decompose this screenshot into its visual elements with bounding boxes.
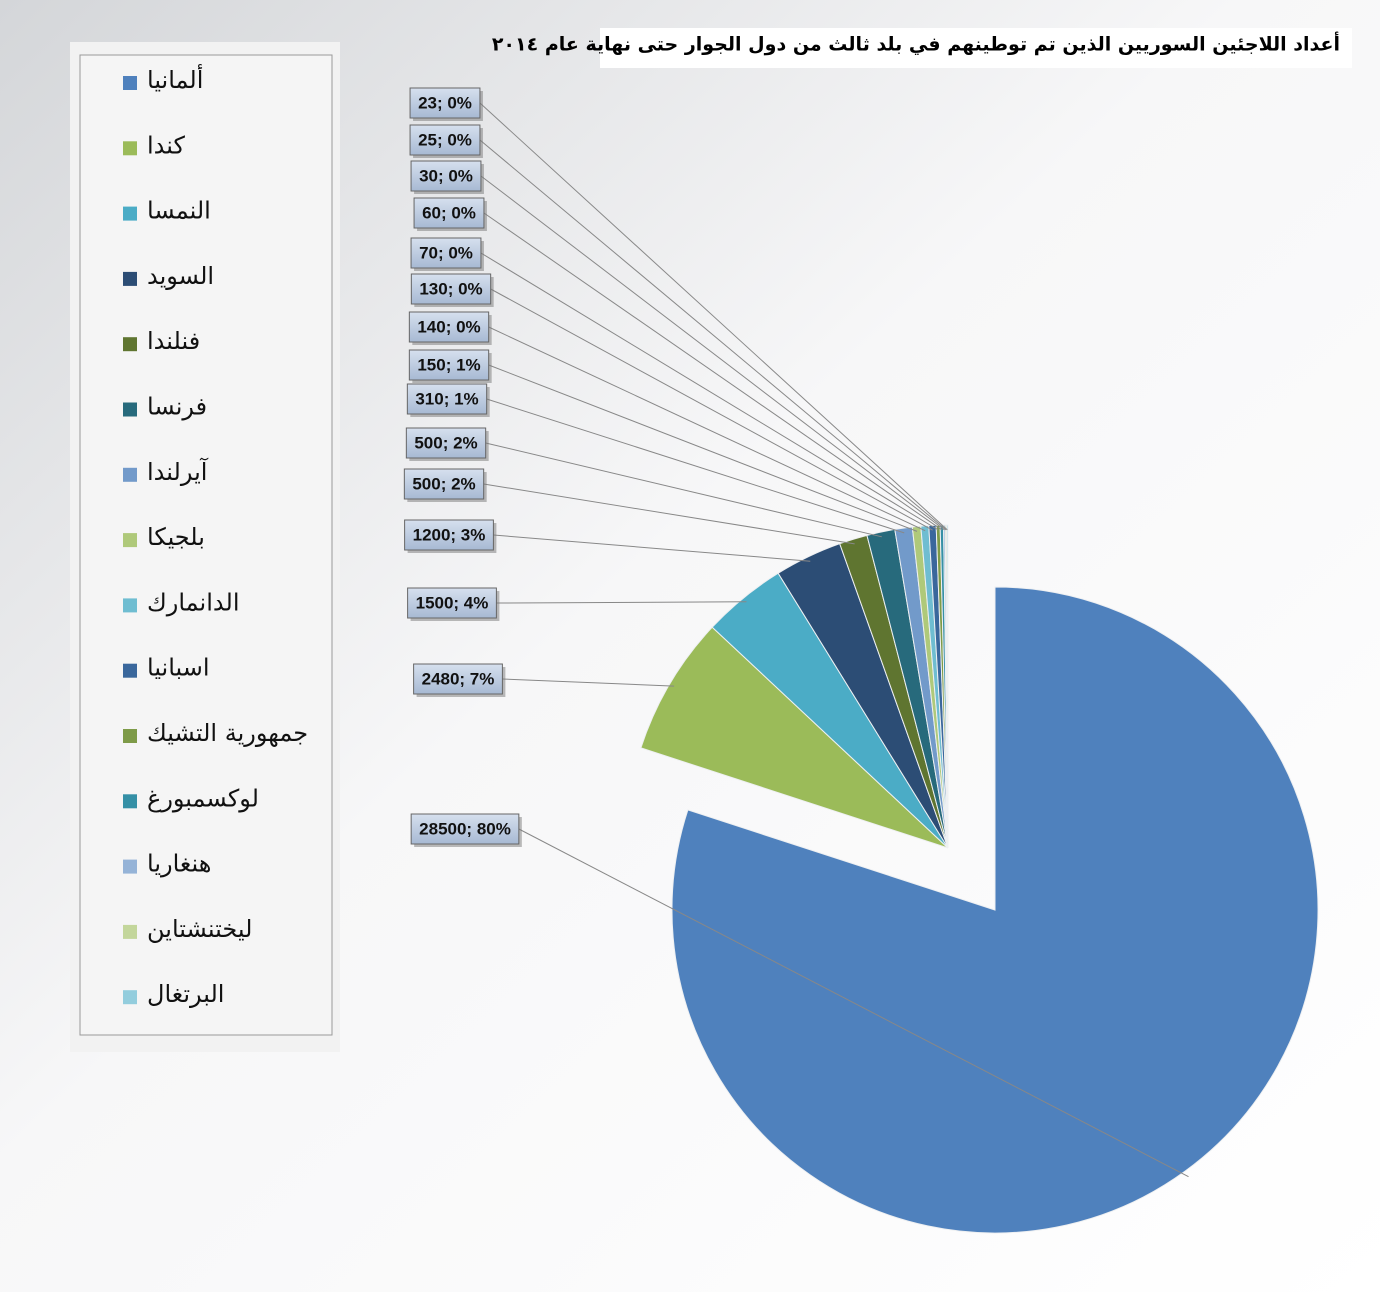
data-label: 2480; 7%: [413, 663, 506, 697]
data-label: 30; 0%: [410, 160, 484, 194]
legend-label: بلجيكا: [147, 523, 205, 551]
label-box: [410, 160, 482, 192]
pie-slice: [640, 626, 949, 849]
data-label-text: 140; 0%: [417, 317, 480, 336]
leader-line: [479, 102, 948, 531]
label-box: [406, 383, 488, 415]
data-label: 60; 0%: [413, 197, 487, 231]
chart-title: أعداد اللاجئين السوريين الذين تم توطينهم…: [492, 32, 1340, 56]
legend-label: النمسا: [147, 197, 211, 225]
data-label-text: 30; 0%: [419, 166, 473, 185]
label-box: [403, 468, 485, 500]
data-label: 70; 0%: [410, 237, 484, 271]
pie-slice: [671, 586, 1319, 1234]
data-label: 130; 0%: [410, 273, 494, 307]
legend-label: البرتغال: [147, 980, 224, 1008]
legend-swatch: [123, 533, 137, 548]
data-label: 25; 0%: [409, 124, 483, 158]
data-label-text: 500; 2%: [414, 433, 477, 452]
pie-slice: [946, 524, 949, 849]
leader-line: [486, 398, 905, 534]
label-box: [408, 349, 490, 381]
data-label-text: 310; 1%: [415, 389, 478, 408]
legend-swatch: [123, 141, 137, 156]
data-label: 140; 0%: [408, 311, 492, 345]
data-label: 1200; 3%: [404, 519, 497, 553]
legend-swatch: [123, 467, 137, 482]
label-box: [409, 87, 481, 119]
label-box: [410, 237, 482, 269]
title-box: [600, 28, 1352, 68]
data-label: 1500; 4%: [407, 587, 500, 621]
label-box: [405, 427, 487, 459]
data-label: 500; 2%: [405, 427, 489, 461]
label-box: [413, 663, 503, 695]
data-label-text: 1200; 3%: [413, 525, 486, 544]
legend-label: فرنسا: [147, 393, 207, 421]
legend-label: كندا: [147, 131, 186, 159]
legend-swatch: [123, 206, 137, 221]
data-label-text: 2480; 7%: [422, 669, 495, 688]
leader-line: [502, 678, 675, 687]
legend-label: ألمانيا: [147, 64, 203, 94]
legend-label: السويد: [147, 262, 214, 290]
legend-label: اسبانيا: [147, 654, 210, 682]
legend-swatch: [123, 271, 137, 286]
leader-line: [479, 139, 947, 531]
label-box: [413, 197, 485, 229]
legend-swatch: [123, 924, 137, 939]
legend-swatch: [123, 402, 137, 417]
data-label: 23; 0%: [409, 87, 483, 121]
leader-line: [518, 828, 1189, 1178]
label-box: [407, 587, 497, 619]
data-label-text: 23; 0%: [418, 93, 472, 112]
data-label: 150; 1%: [408, 349, 492, 383]
legend-swatch: [123, 663, 137, 678]
data-label-text: 130; 0%: [419, 279, 482, 298]
legend-swatch: [123, 729, 137, 743]
data-label-text: 1500; 4%: [416, 593, 489, 612]
leader-line: [485, 442, 882, 538]
data-label-text: 500; 2%: [412, 474, 475, 493]
data-label: 310; 1%: [406, 383, 490, 417]
leader-line: [490, 288, 933, 531]
leader-line: [480, 175, 945, 531]
legend-label: ليختنشتاين: [147, 915, 252, 943]
legend-box: [79, 54, 333, 1036]
data-label-text: 25; 0%: [418, 130, 472, 149]
legend-label: هنغاريا: [147, 850, 211, 878]
data-label-text: 60; 0%: [422, 203, 476, 222]
leader-line: [493, 534, 811, 562]
legend-swatch: [123, 598, 137, 613]
data-label-text: 150; 1%: [417, 355, 480, 374]
legend-label: آيرلندا: [147, 457, 209, 486]
leader-line: [488, 326, 926, 532]
legend-label: فنلندا: [147, 327, 200, 355]
label-box: [410, 273, 492, 305]
label-box: [408, 311, 490, 343]
data-label-text: 28500; 80%: [419, 819, 511, 838]
label-box: [410, 813, 520, 845]
leader-line: [496, 601, 747, 604]
legend-label: الدانمارك: [147, 588, 239, 616]
leader-line: [483, 483, 855, 545]
leader-line: [480, 252, 939, 531]
label-box: [404, 519, 494, 551]
legend-swatch: [123, 337, 137, 352]
data-label-text: 70; 0%: [419, 243, 473, 262]
leader-line: [483, 212, 943, 531]
leader-line: [488, 364, 918, 532]
data-label: 500; 2%: [403, 468, 487, 502]
legend-swatch: [123, 859, 137, 874]
legend-label: لوكسمبورغ: [147, 784, 259, 812]
data-label: 28500; 80%: [410, 813, 522, 847]
legend-swatch: [123, 76, 137, 90]
label-box: [409, 124, 481, 156]
legend-swatch: [123, 794, 137, 809]
legend-label: جمهورية التشيك: [147, 719, 308, 747]
legend-swatch: [123, 990, 137, 1005]
